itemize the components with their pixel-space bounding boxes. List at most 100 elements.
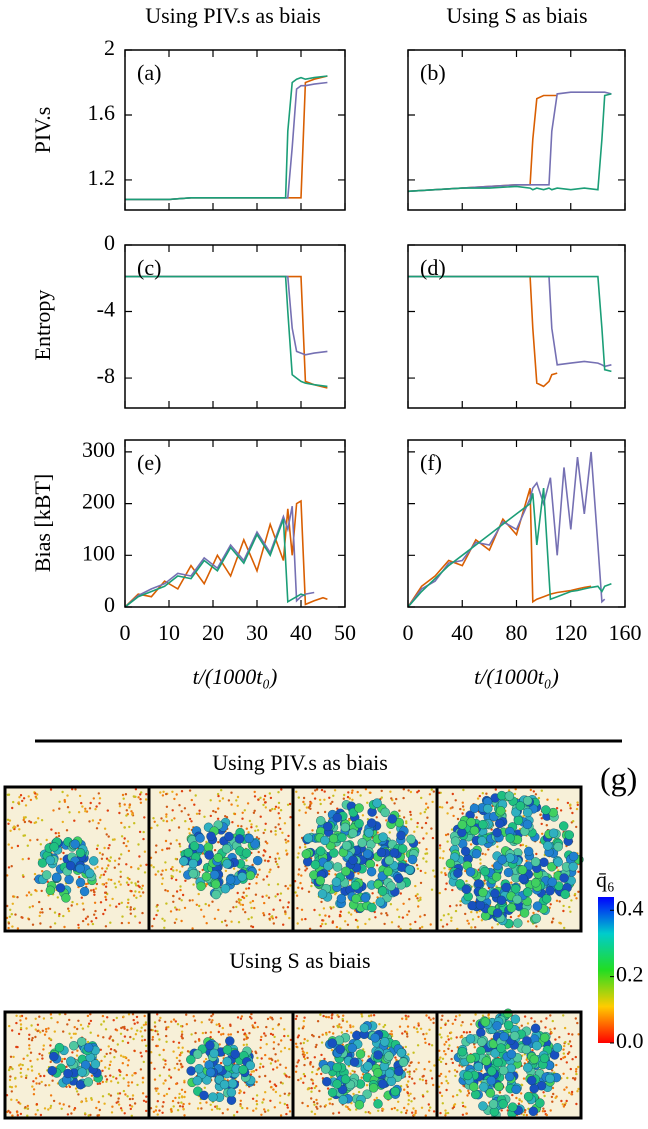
particle <box>327 1098 331 1101</box>
particle <box>145 1109 148 1113</box>
particle <box>127 1013 131 1016</box>
particle <box>318 798 322 802</box>
particle <box>150 1028 153 1032</box>
particle <box>264 1110 267 1113</box>
particle <box>422 1033 425 1036</box>
particle <box>369 791 372 794</box>
particle <box>303 1075 307 1078</box>
particle <box>58 1102 61 1105</box>
particle <box>11 1029 14 1032</box>
particle <box>187 813 190 816</box>
crystal-particle <box>49 842 59 852</box>
particle <box>166 847 169 850</box>
panel-label: (f) <box>420 450 442 475</box>
particle <box>310 1087 313 1090</box>
particle <box>441 806 444 809</box>
particle <box>104 870 107 873</box>
particle <box>120 853 123 856</box>
particle <box>268 913 271 916</box>
particle <box>132 894 136 897</box>
particle <box>576 803 579 807</box>
particle <box>194 794 197 797</box>
particle <box>320 788 324 792</box>
particle <box>171 809 174 812</box>
particle <box>109 1035 112 1038</box>
particle <box>99 818 102 822</box>
particle <box>171 875 174 878</box>
crystal-particle <box>347 1043 357 1053</box>
particle <box>302 1055 306 1059</box>
particle <box>61 820 64 824</box>
particle <box>81 805 84 808</box>
crystal-particle <box>83 1077 94 1087</box>
crystal-particle <box>490 888 500 899</box>
particle <box>93 913 96 916</box>
particle <box>119 1107 123 1110</box>
particle <box>230 791 233 794</box>
particle <box>277 1023 281 1026</box>
particle <box>262 854 265 857</box>
crystal-particle <box>88 856 99 866</box>
particle <box>432 869 435 872</box>
particle <box>60 1060 64 1063</box>
crystal-particle <box>530 857 541 867</box>
particle <box>160 873 163 876</box>
particle <box>232 906 235 909</box>
crystal-particle <box>241 848 252 858</box>
particle <box>24 1017 28 1020</box>
particle <box>315 1085 318 1088</box>
particle <box>124 793 128 796</box>
particle <box>549 903 552 906</box>
particle <box>444 1075 447 1078</box>
particle <box>13 825 16 828</box>
crystal-particle <box>523 1062 533 1073</box>
particle <box>250 906 253 910</box>
particle <box>464 1105 467 1109</box>
crystal-particle <box>469 1082 479 1092</box>
particle <box>104 891 108 894</box>
particle <box>195 812 199 815</box>
particle <box>274 1090 278 1094</box>
particle <box>22 797 26 800</box>
crystal-particle <box>527 1075 537 1086</box>
particle <box>118 857 121 860</box>
particle <box>126 840 130 843</box>
particle <box>304 917 307 921</box>
particle <box>71 900 74 904</box>
particle <box>419 915 422 918</box>
particle <box>409 813 412 816</box>
x-tick-label: 40 <box>451 620 473 645</box>
particle <box>150 826 153 830</box>
particle <box>111 897 114 901</box>
particle <box>242 1043 245 1047</box>
particle <box>540 817 543 820</box>
particle <box>302 1081 305 1085</box>
particle <box>302 796 306 800</box>
particle <box>34 889 37 892</box>
particle <box>454 1074 457 1078</box>
particle <box>525 844 528 848</box>
particle <box>447 1038 450 1041</box>
particle <box>241 903 245 907</box>
crystal-particle <box>332 862 343 872</box>
particle <box>496 923 499 926</box>
crystal-particle <box>222 1056 232 1067</box>
particle <box>249 901 252 904</box>
particle <box>337 1111 341 1114</box>
particle <box>255 1099 258 1103</box>
particle <box>105 1052 108 1056</box>
particle <box>390 1107 394 1111</box>
particle <box>104 885 108 888</box>
particle <box>562 1072 565 1076</box>
particle <box>237 921 241 924</box>
particle <box>406 1035 409 1038</box>
particle <box>22 818 25 822</box>
particle <box>543 1110 547 1113</box>
crystal-particle <box>205 1040 215 1051</box>
particle <box>388 831 391 834</box>
particle <box>441 925 445 928</box>
particle <box>116 1081 120 1084</box>
crystal-particle <box>511 1084 521 1095</box>
particle <box>264 822 267 825</box>
particle <box>359 794 362 797</box>
